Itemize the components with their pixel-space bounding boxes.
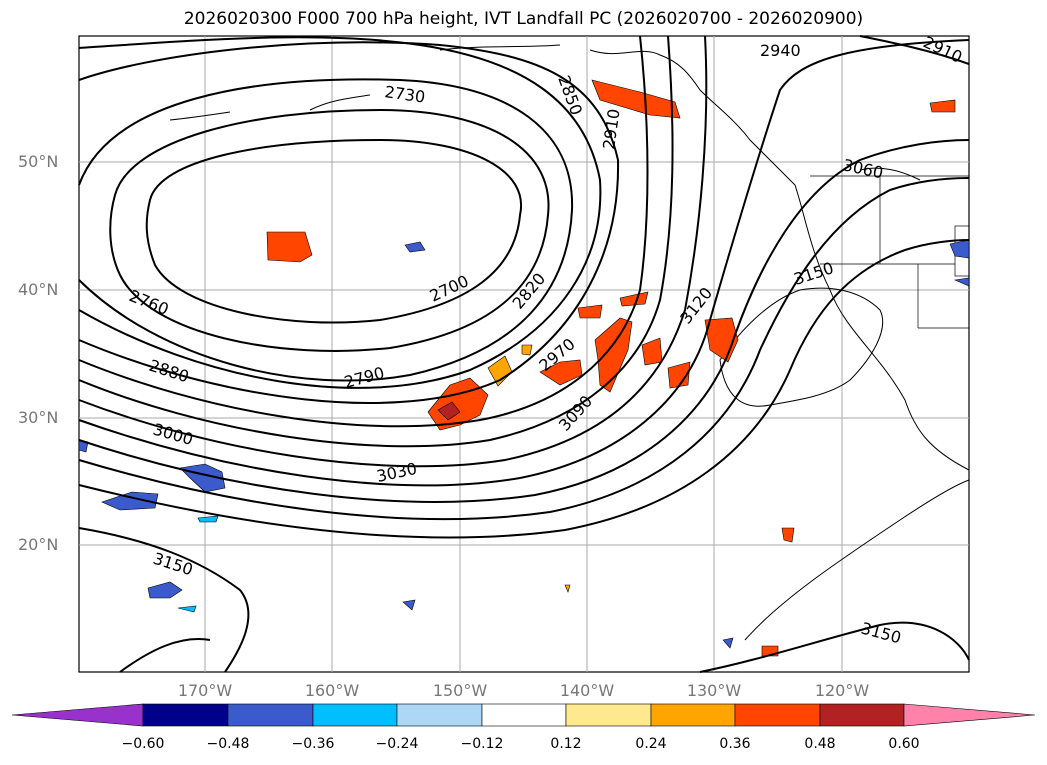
colorbar-tick-label: −0.60	[121, 736, 165, 752]
contour-label: 2940	[760, 41, 801, 60]
colorbar-bin	[819, 703, 905, 727]
lat-label: 40°N	[18, 280, 59, 299]
colorbar-bin	[650, 703, 736, 727]
colorbar-bin	[312, 703, 398, 727]
coastlines	[169, 44, 970, 641]
colorbar-under	[11, 703, 144, 727]
lon-label: 120°W	[814, 681, 870, 700]
colorbar-over	[903, 703, 1036, 727]
lon-label: 130°W	[686, 681, 742, 700]
colorbar-tick-label: −0.24	[375, 736, 419, 752]
colorbar-tick-label: −0.12	[460, 736, 504, 752]
lat-label: 20°N	[18, 535, 59, 554]
lon-label: 170°W	[177, 681, 233, 700]
boundaries	[810, 175, 970, 329]
lon-label: 140°W	[559, 681, 615, 700]
colorbar-bin	[227, 703, 314, 727]
colorbar-tick-label: 0.60	[888, 736, 920, 752]
lon-label: 160°W	[304, 681, 360, 700]
lat-label: 30°N	[18, 408, 59, 427]
colorbar-bin	[396, 703, 483, 727]
colorbar-bin	[565, 703, 652, 727]
lat-label: 50°N	[18, 152, 59, 171]
colorbar-bin	[481, 703, 567, 727]
colorbar-bin	[734, 703, 821, 727]
colorbar-bin	[142, 703, 229, 727]
colorbar-tick-label: 0.24	[635, 736, 667, 752]
lon-label: 150°W	[432, 681, 488, 700]
colorbar-tick-label: 0.36	[719, 736, 751, 752]
colorbar-tick-label: −0.36	[291, 736, 335, 752]
height-contours	[78, 35, 970, 673]
ivt-positive-fills	[266, 79, 956, 657]
contour-labels: 2940 2910 2730 2850 2910 3060 2700 2820 …	[127, 32, 966, 647]
colorbar-tick-label: −0.48	[206, 736, 250, 752]
colorbar-tick-label: 0.12	[550, 736, 582, 752]
map-title: 2026020300 F000 700 hPa height, IVT Land…	[183, 9, 864, 29]
colorbar-tick-label: 0.48	[804, 736, 836, 752]
colorbar	[11, 703, 1036, 727]
